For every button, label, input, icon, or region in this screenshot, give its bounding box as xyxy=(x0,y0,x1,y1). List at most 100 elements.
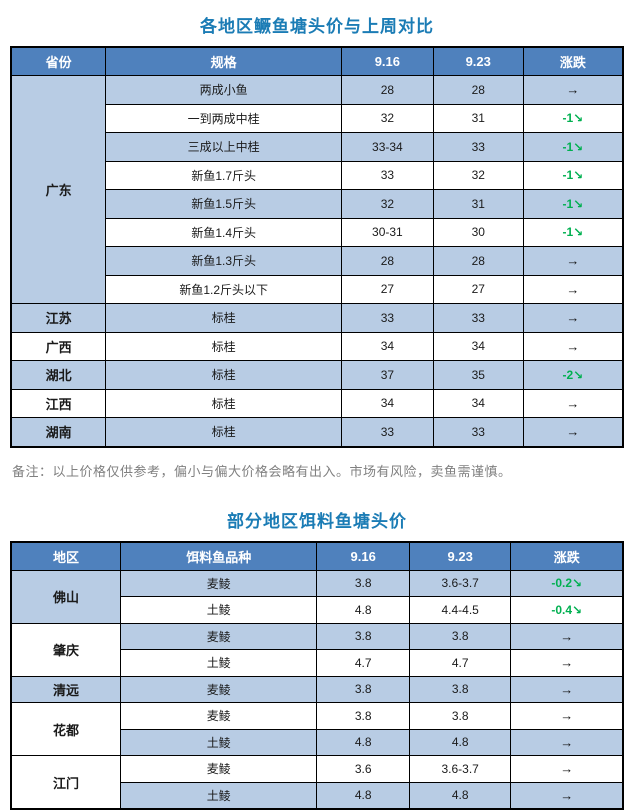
price-923-cell: 32 xyxy=(433,161,523,190)
price-916-cell: 30-31 xyxy=(341,218,433,247)
price-923-cell: 3.8 xyxy=(409,623,511,650)
price-916-cell: 33 xyxy=(341,304,433,333)
change-flat-cell: → xyxy=(511,729,623,756)
spec-cell: 新鱼1.5斤头 xyxy=(106,190,342,219)
column-header: 省份 xyxy=(11,47,106,76)
price-916-cell: 4.8 xyxy=(317,729,409,756)
disclaimer-note: 备注：以上价格仅供参考，偏小与偏大价格会略有出入。市场有风险，卖鱼需谨慎。 xyxy=(12,461,624,480)
change-flat-cell: → xyxy=(511,782,623,809)
price-916-cell: 28 xyxy=(341,76,433,105)
change-flat-cell: → xyxy=(511,623,623,650)
price-923-cell: 3.8 xyxy=(409,703,511,730)
change-down-cell: -1↘ xyxy=(523,104,623,133)
spec-cell: 土鲮 xyxy=(121,597,317,624)
price-916-cell: 28 xyxy=(341,247,433,276)
change-flat-cell: → xyxy=(511,676,623,703)
spec-cell: 土鲮 xyxy=(121,650,317,677)
price-923-cell: 30 xyxy=(433,218,523,247)
price-916-cell: 34 xyxy=(341,332,433,361)
region-cell: 江苏 xyxy=(11,304,106,333)
price-916-cell: 3.8 xyxy=(317,676,409,703)
spec-cell: 标桂 xyxy=(106,361,342,390)
region-cell: 广西 xyxy=(11,332,106,361)
price-923-cell: 4.8 xyxy=(409,729,511,756)
price-923-cell: 4.8 xyxy=(409,782,511,809)
region-cell: 佛山 xyxy=(11,570,121,623)
spec-cell: 麦鲮 xyxy=(121,676,317,703)
change-flat-cell: → xyxy=(523,332,623,361)
region-cell: 花都 xyxy=(11,703,121,756)
price-923-cell: 33 xyxy=(433,133,523,162)
price-916-cell: 4.8 xyxy=(317,782,409,809)
region-cell: 肇庆 xyxy=(11,623,121,676)
price-916-cell: 27 xyxy=(341,275,433,304)
spec-cell: 标桂 xyxy=(106,418,342,447)
change-flat-cell: → xyxy=(511,756,623,783)
price-923-cell: 28 xyxy=(433,247,523,276)
price-923-cell: 4.7 xyxy=(409,650,511,677)
change-flat-cell: → xyxy=(523,304,623,333)
price-923-cell: 3.8 xyxy=(409,676,511,703)
price-923-cell: 31 xyxy=(433,190,523,219)
spec-cell: 标桂 xyxy=(106,304,342,333)
spec-cell: 麦鲮 xyxy=(121,703,317,730)
change-flat-cell: → xyxy=(523,418,623,447)
price-916-cell: 37 xyxy=(341,361,433,390)
price-923-cell: 33 xyxy=(433,418,523,447)
spec-cell: 两成小鱼 xyxy=(106,76,342,105)
mandarin-fish-table-title: 各地区鳜鱼塘头价与上周对比 xyxy=(10,12,624,37)
column-header: 9.16 xyxy=(317,542,409,571)
change-down-cell: -1↘ xyxy=(523,133,623,162)
spec-cell: 麦鲮 xyxy=(121,570,317,597)
price-923-cell: 34 xyxy=(433,389,523,418)
price-923-cell: 27 xyxy=(433,275,523,304)
column-header: 9.23 xyxy=(409,542,511,571)
spec-cell: 新鱼1.7斤头 xyxy=(106,161,342,190)
change-down-cell: -1↘ xyxy=(523,218,623,247)
region-cell: 湖北 xyxy=(11,361,106,390)
column-header: 饵料鱼品种 xyxy=(121,542,317,571)
price-923-cell: 33 xyxy=(433,304,523,333)
spec-cell: 标桂 xyxy=(106,389,342,418)
spec-cell: 标桂 xyxy=(106,332,342,361)
price-916-cell: 4.8 xyxy=(317,597,409,624)
spec-cell: 麦鲮 xyxy=(121,756,317,783)
change-down-cell: -2↘ xyxy=(523,361,623,390)
change-flat-cell: → xyxy=(523,275,623,304)
region-cell: 清远 xyxy=(11,676,121,703)
price-916-cell: 4.7 xyxy=(317,650,409,677)
price-916-cell: 32 xyxy=(341,104,433,133)
change-down-cell: -0.4↘ xyxy=(511,597,623,624)
change-flat-cell: → xyxy=(511,703,623,730)
region-cell: 湖南 xyxy=(11,418,106,447)
change-down-cell: -1↘ xyxy=(523,161,623,190)
price-916-cell: 3.8 xyxy=(317,623,409,650)
column-header: 涨跌 xyxy=(511,542,623,571)
price-916-cell: 3.8 xyxy=(317,703,409,730)
spec-cell: 一到两成中桂 xyxy=(106,104,342,133)
price-923-cell: 35 xyxy=(433,361,523,390)
change-flat-cell: → xyxy=(523,76,623,105)
price-923-cell: 31 xyxy=(433,104,523,133)
price-923-cell: 34 xyxy=(433,332,523,361)
spec-cell: 新鱼1.3斤头 xyxy=(106,247,342,276)
region-cell: 广东 xyxy=(11,76,106,304)
column-header: 规格 xyxy=(106,47,342,76)
column-header: 9.23 xyxy=(433,47,523,76)
price-923-cell: 4.4-4.5 xyxy=(409,597,511,624)
spec-cell: 麦鲮 xyxy=(121,623,317,650)
price-916-cell: 33-34 xyxy=(341,133,433,162)
change-flat-cell: → xyxy=(523,247,623,276)
change-down-cell: -0.2↘ xyxy=(511,570,623,597)
spec-cell: 新鱼1.2斤头以下 xyxy=(106,275,342,304)
column-header: 涨跌 xyxy=(523,47,623,76)
